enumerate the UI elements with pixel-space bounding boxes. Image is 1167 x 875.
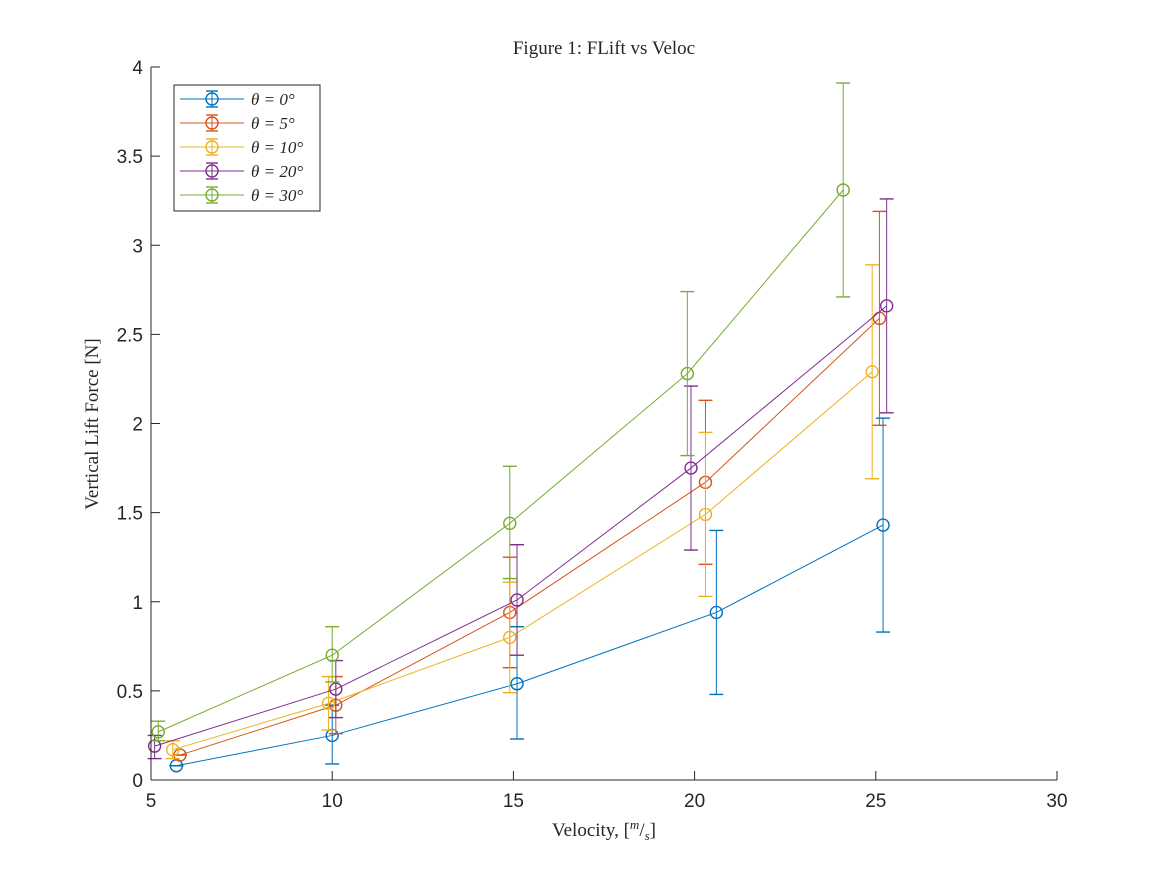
legend: θ = 0° θ = 5° θ = 10° θ = 20° θ = 30°	[173, 84, 321, 212]
legend-marker	[205, 164, 219, 178]
legend-label: θ = 5°	[251, 114, 295, 133]
y-tick-label: 0	[132, 771, 143, 792]
legend-marker	[205, 188, 219, 202]
legend-marker	[205, 116, 219, 130]
legend-item: θ = 30°	[180, 186, 303, 205]
series-3	[147, 198, 894, 760]
series-line	[172, 371, 873, 751]
x-axis-label-main: Velocity, [	[552, 820, 630, 841]
y-tick-label: 2.5	[117, 325, 143, 346]
data-point	[709, 605, 724, 620]
legend-label: θ = 30°	[251, 186, 303, 205]
legend-item: θ = 20°	[180, 162, 303, 181]
x-axis-label-unit-den: s	[645, 828, 650, 843]
legend-marker	[205, 140, 219, 154]
x-axis-label-close: ]	[650, 820, 656, 841]
y-tick-label: 0.5	[117, 682, 143, 703]
y-tick-label: 3	[132, 236, 143, 257]
x-tick-label: 30	[1046, 791, 1067, 812]
series-line	[176, 524, 884, 767]
x-tick-label: 15	[503, 791, 524, 812]
data-point	[151, 725, 165, 739]
data-point	[329, 682, 343, 696]
data-point	[879, 299, 894, 313]
legend-label: θ = 20°	[251, 162, 303, 181]
data-point	[325, 648, 339, 662]
axes: 5 10 15 20 25 30 0 0.5 1 1.5 2 2.5 3 3.5 4	[117, 58, 1068, 812]
data-point	[698, 507, 713, 522]
y-tick-label: 4	[132, 58, 143, 79]
x-tick-label: 5	[146, 791, 157, 812]
plot-area	[147, 82, 894, 773]
data-point	[876, 518, 890, 532]
series-line	[179, 317, 880, 756]
y-tick-label: 3.5	[117, 147, 143, 168]
data-point	[510, 677, 524, 691]
y-axis-label: Vertical Lift Force [N]	[82, 338, 103, 509]
data-point	[680, 366, 695, 381]
data-point	[836, 183, 850, 197]
data-point	[865, 365, 879, 379]
legend-item: θ = 0°	[180, 90, 295, 109]
series-line	[154, 305, 887, 747]
data-point	[510, 593, 524, 607]
legend-item: θ = 10°	[180, 138, 303, 157]
x-axis-label-unit-num: m	[630, 817, 639, 832]
data-point	[503, 516, 517, 531]
legend-item: θ = 5°	[180, 114, 295, 133]
series-4	[151, 82, 851, 742]
legend-label: θ = 0°	[251, 90, 295, 109]
series-line	[158, 189, 844, 733]
legend-marker	[205, 92, 219, 106]
y-tick-label: 2	[132, 415, 143, 436]
data-point	[503, 630, 517, 645]
legend-label: θ = 10°	[251, 138, 303, 157]
x-tick-label: 20	[684, 791, 705, 812]
x-tick-label: 10	[322, 791, 343, 812]
x-axis-label-unit-sep: /	[639, 820, 645, 841]
y-tick-label: 1.5	[117, 504, 143, 525]
data-point	[321, 696, 336, 711]
data-point	[166, 742, 180, 757]
chart-title: Figure 1: FLift vs Veloc	[513, 38, 695, 59]
data-point	[684, 461, 698, 475]
x-axis-label: Velocity, [m/s]	[552, 817, 656, 843]
y-tick-label: 1	[132, 593, 143, 614]
x-tick-label: 25	[865, 791, 886, 812]
legend-box	[173, 84, 321, 212]
